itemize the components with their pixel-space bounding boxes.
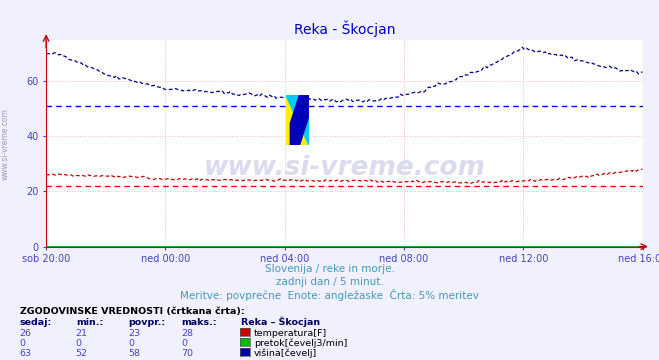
Text: 21: 21 [76, 329, 88, 338]
Text: povpr.:: povpr.: [129, 318, 165, 327]
Text: višina[čevelj]: višina[čevelj] [254, 348, 317, 358]
Text: 58: 58 [129, 349, 140, 358]
Text: ZGODOVINSKE VREDNOSTI (črtkana črta):: ZGODOVINSKE VREDNOSTI (črtkana črta): [20, 307, 244, 316]
Polygon shape [286, 94, 309, 145]
Text: zadnji dan / 5 minut.: zadnji dan / 5 minut. [275, 278, 384, 288]
Text: 0: 0 [76, 339, 82, 348]
Text: 28: 28 [181, 329, 193, 338]
Text: pretok[čevelj3/min]: pretok[čevelj3/min] [254, 338, 347, 348]
Polygon shape [291, 94, 309, 145]
Text: 0: 0 [181, 339, 187, 348]
Text: www.si-vreme.com: www.si-vreme.com [204, 155, 485, 181]
Text: maks.:: maks.: [181, 318, 217, 327]
Text: www.si-vreme.com: www.si-vreme.com [1, 108, 10, 180]
Title: Reka - Škocjan: Reka - Škocjan [293, 21, 395, 37]
Text: Reka – Škocjan: Reka – Škocjan [241, 316, 320, 327]
Polygon shape [286, 94, 309, 145]
Text: 63: 63 [20, 349, 32, 358]
Text: 0: 0 [129, 339, 134, 348]
Text: 52: 52 [76, 349, 88, 358]
Text: 26: 26 [20, 329, 32, 338]
Text: temperatura[F]: temperatura[F] [254, 329, 327, 338]
Text: min.:: min.: [76, 318, 103, 327]
Text: sedaj:: sedaj: [20, 318, 52, 327]
Text: 0: 0 [20, 339, 26, 348]
Text: Meritve: povprečne  Enote: angležaske  Črta: 5% meritev: Meritve: povprečne Enote: angležaske Črt… [180, 289, 479, 301]
Text: 70: 70 [181, 349, 193, 358]
Text: Slovenija / reke in morje.: Slovenija / reke in morje. [264, 264, 395, 274]
Text: 23: 23 [129, 329, 140, 338]
